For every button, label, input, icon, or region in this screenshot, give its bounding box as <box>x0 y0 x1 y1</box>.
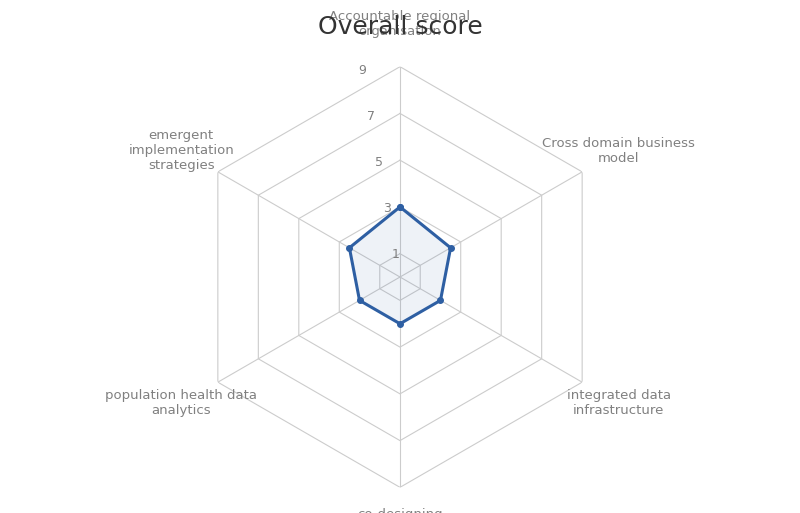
Text: 9: 9 <box>358 64 366 76</box>
Text: 5: 5 <box>375 155 383 169</box>
Text: 1: 1 <box>392 248 400 261</box>
Text: 7: 7 <box>366 110 374 123</box>
Text: Overall score: Overall score <box>318 15 482 40</box>
Polygon shape <box>350 207 450 324</box>
Text: 3: 3 <box>383 202 391 214</box>
